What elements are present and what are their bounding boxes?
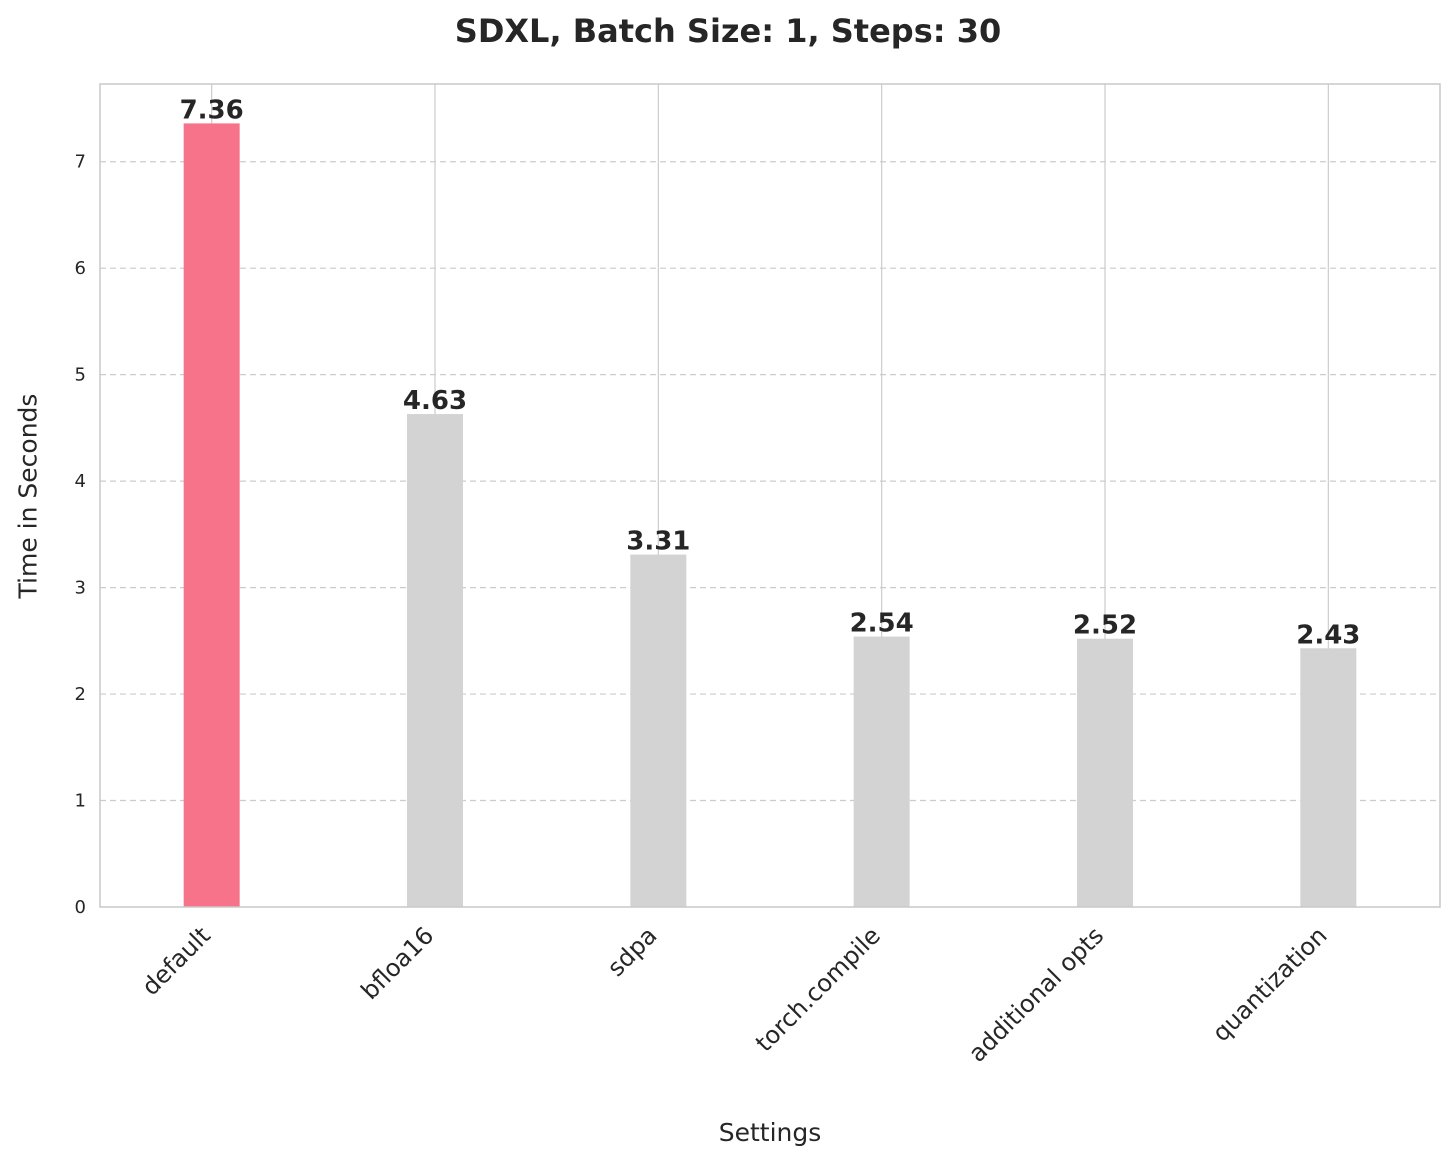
bar (407, 414, 463, 907)
y-tick-label: 6 (75, 258, 86, 279)
x-tick-label: quantization (1207, 921, 1333, 1047)
x-tick-label: default (136, 921, 216, 1001)
y-tick-label: 5 (75, 365, 86, 386)
x-tick-label: sdpa (602, 921, 663, 982)
data-label: 2.54 (850, 609, 914, 639)
x-axis-label: Settings (718, 1118, 822, 1147)
y-tick-label: 1 (75, 791, 86, 812)
bar (630, 554, 687, 907)
x-tick-label: torch.compile (750, 921, 886, 1057)
data-label: 4.63 (403, 386, 467, 416)
data-label: 7.36 (180, 95, 244, 125)
y-tick-label: 4 (75, 471, 86, 492)
axes-frame (99, 83, 1441, 908)
y-tick-label: 2 (75, 684, 86, 705)
y-tick-label: 0 (75, 897, 86, 918)
bar (183, 123, 240, 908)
data-label: 2.52 (1073, 611, 1137, 641)
bar (1300, 648, 1357, 907)
x-tick-label: bfloa16 (356, 921, 440, 1005)
y-tick-label: 7 (75, 152, 86, 173)
y-axis-label: Time in Seconds (13, 393, 43, 599)
data-label: 3.31 (626, 527, 690, 557)
chart-title: SDXL, Batch Size: 1, Steps: 30 (454, 12, 1002, 50)
bar (853, 636, 910, 907)
y-tick-label: 3 (75, 578, 86, 599)
x-tick-label: additional opts (963, 921, 1109, 1067)
bar (1077, 638, 1133, 907)
data-label: 2.43 (1296, 620, 1360, 650)
